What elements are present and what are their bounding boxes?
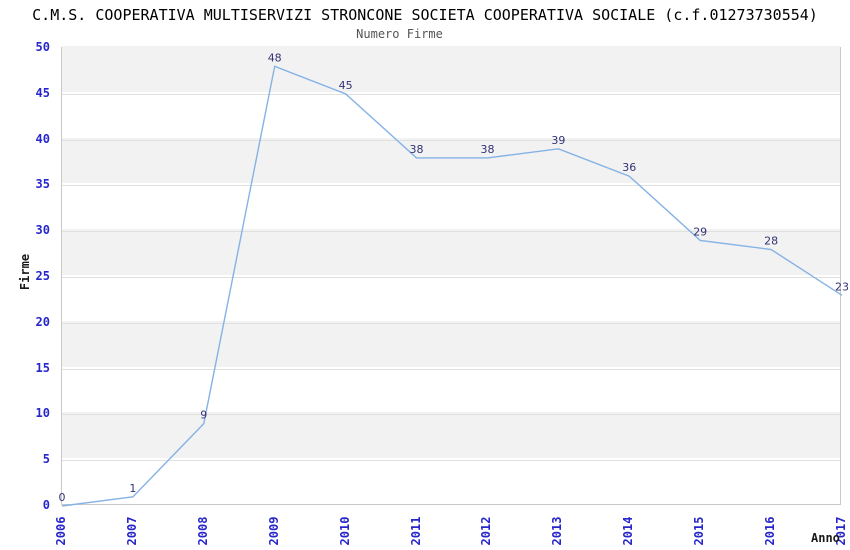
y-tick-label: 25 bbox=[35, 269, 50, 283]
gridline bbox=[62, 93, 840, 95]
x-tick-label: 2012 bbox=[479, 516, 494, 546]
x-tick-label: 2009 bbox=[266, 516, 281, 546]
y-tick-label: 50 bbox=[35, 40, 50, 54]
x-axis-title: Anno bbox=[811, 531, 840, 545]
y-tick-label: 0 bbox=[42, 498, 50, 512]
data-line bbox=[61, 65, 843, 507]
plot-band bbox=[62, 183, 840, 230]
y-tick-label: 45 bbox=[35, 85, 50, 100]
data-point-label: 9 bbox=[200, 409, 207, 422]
chart-title: C.M.S. COOPERATIVA MULTISERVIZI STRONCON… bbox=[32, 6, 818, 24]
plot-band bbox=[62, 229, 840, 275]
x-tick-label: 2014 bbox=[621, 516, 636, 546]
y-tick-label: 40 bbox=[35, 131, 50, 146]
x-tick-label: 2011 bbox=[408, 516, 423, 546]
data-point-label: 39 bbox=[551, 134, 565, 147]
plot-band bbox=[62, 137, 840, 184]
x-tick-label: 2016 bbox=[763, 516, 778, 546]
data-point-label: 23 bbox=[835, 280, 849, 293]
plot-band bbox=[62, 320, 840, 367]
line-chart-svg: 0 1 9 48 45 38 38 39 36 29 28 23 bbox=[59, 51, 849, 507]
y-tick-label: 20 bbox=[35, 314, 50, 329]
data-point-label: 38 bbox=[410, 143, 424, 156]
y-tick-label: 30 bbox=[35, 223, 50, 238]
x-tick-label: 2010 bbox=[337, 516, 352, 546]
x-tick-label: 2013 bbox=[550, 516, 565, 546]
plot-band bbox=[62, 275, 840, 321]
data-point-label: 0 bbox=[59, 491, 66, 504]
x-tick-label: 2008 bbox=[195, 516, 210, 546]
plot-area: 0 1 9 48 45 38 38 39 36 29 28 23 bbox=[59, 46, 849, 507]
x-tick-label: 2006 bbox=[54, 516, 68, 546]
data-point-label: 29 bbox=[693, 225, 707, 238]
y-tick-label: 10 bbox=[35, 406, 50, 421]
data-point-label: 48 bbox=[268, 51, 282, 64]
x-tick-label: 2015 bbox=[692, 516, 707, 546]
data-point-label: 38 bbox=[481, 143, 495, 156]
plot-band bbox=[62, 91, 840, 138]
gridline bbox=[62, 368, 840, 370]
gridline bbox=[62, 460, 840, 462]
gridline bbox=[62, 139, 840, 141]
chart-subtitle: Numero Firme bbox=[356, 27, 443, 41]
y-tick-label: 35 bbox=[35, 177, 50, 192]
plot-band bbox=[62, 458, 840, 504]
plot-band bbox=[62, 366, 840, 413]
data-point-label: 36 bbox=[622, 161, 636, 174]
data-point-label: 45 bbox=[339, 79, 353, 92]
y-tick-label: 5 bbox=[42, 452, 50, 467]
gridline bbox=[62, 414, 840, 416]
gridline bbox=[62, 277, 840, 278]
plot-band bbox=[62, 46, 840, 92]
gridline bbox=[62, 231, 840, 233]
data-point-label: 28 bbox=[764, 235, 778, 248]
gridline bbox=[62, 322, 840, 324]
gridline bbox=[62, 185, 840, 187]
data-point-label: 1 bbox=[129, 482, 136, 495]
y-tick-label: 15 bbox=[35, 360, 50, 375]
x-tick-label: 2007 bbox=[124, 516, 139, 546]
